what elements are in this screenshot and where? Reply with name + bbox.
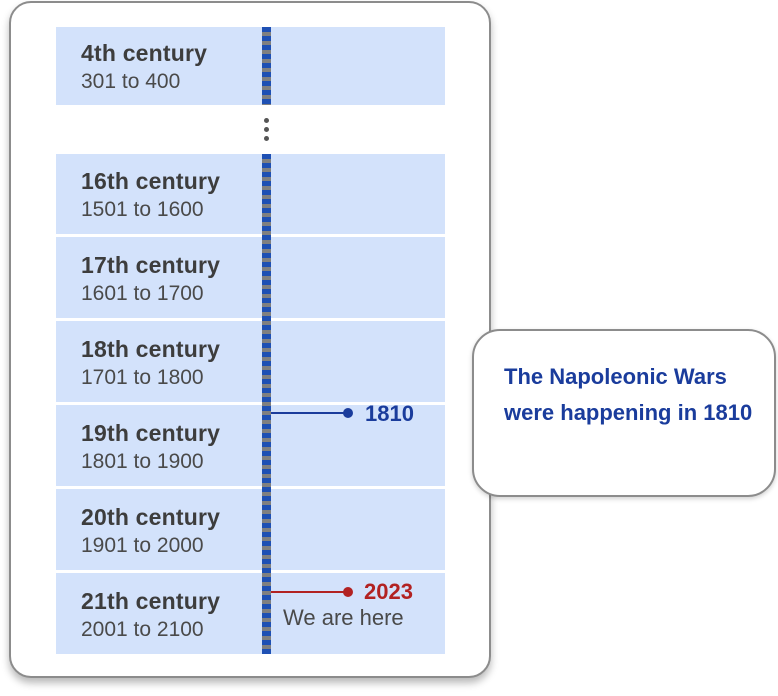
century-title: 16th century (81, 168, 221, 194)
timeline-axis-segment (262, 27, 271, 105)
century-range: 1601 to 1700 (81, 282, 204, 305)
century-range: 1901 to 2000 (81, 534, 204, 557)
century-row-4th: 4th century 301 to 400 (56, 27, 445, 105)
century-range: 301 to 400 (81, 70, 181, 93)
century-title: 20th century (81, 504, 221, 530)
century-row-19th: 19th century 1801 to 1900 (56, 405, 445, 486)
timeline-axis-segment (262, 154, 271, 654)
ellipsis-dot (264, 136, 269, 141)
century-title: 18th century (81, 336, 221, 362)
now-marker-dot (343, 587, 353, 597)
now-marker-line (271, 591, 347, 593)
ellipsis-dot (264, 118, 269, 123)
callout-text: The Napoleonic Wars were happening in 18… (504, 364, 753, 425)
century-title: 17th century (81, 252, 221, 278)
century-row-20th: 20th century 1901 to 2000 (56, 489, 445, 570)
century-row-16th: 16th century 1501 to 1600 (56, 154, 445, 234)
event-marker-dot (343, 408, 353, 418)
event-year-label: 1810 (365, 401, 414, 426)
century-row-17th: 17th century 1601 to 1700 (56, 237, 445, 318)
century-range: 1801 to 1900 (81, 450, 204, 473)
century-range: 1501 to 1600 (81, 198, 204, 221)
now-year-label: 2023 (364, 579, 413, 604)
ellipsis-dot (264, 127, 269, 132)
century-range: 1701 to 1800 (81, 366, 204, 389)
century-row-18th: 18th century 1701 to 1800 (56, 321, 445, 402)
we-are-here-label: We are here (283, 605, 404, 630)
century-title: 21th century (81, 588, 221, 614)
century-range: 2001 to 2100 (81, 618, 204, 641)
century-title: 4th century (81, 40, 208, 66)
century-title: 19th century (81, 420, 221, 446)
napoleonic-callout: The Napoleonic Wars were happening in 18… (472, 329, 776, 497)
century-row-21th: 21th century 2001 to 2100 (56, 573, 445, 654)
event-marker-line (271, 412, 347, 414)
